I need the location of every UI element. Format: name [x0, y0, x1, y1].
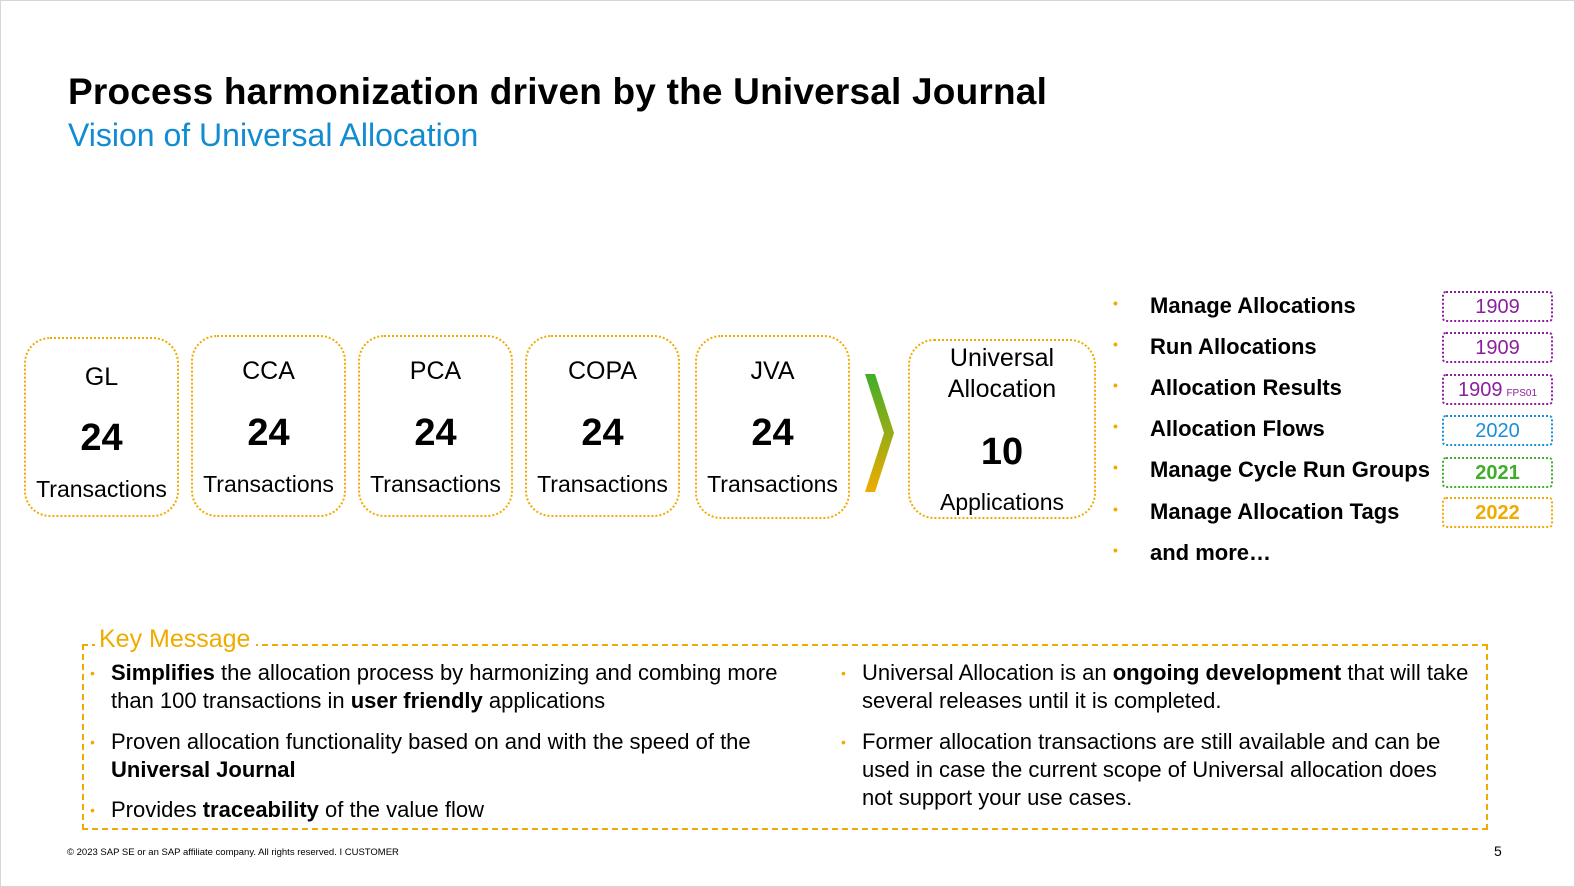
slide-subtitle: Vision of Universal Allocation	[68, 117, 479, 153]
key-point-bold: Universal Journal	[111, 757, 296, 782]
bullet-icon: •	[1113, 459, 1118, 475]
release-value: 2022	[1475, 502, 1520, 524]
release-badge: 2022	[1442, 497, 1553, 528]
bullet-icon: •	[841, 734, 846, 750]
bullet-icon: •	[1113, 377, 1118, 393]
universal-allocation-box: Universal Allocation 10 Applications	[908, 339, 1096, 519]
app-item-manage-allocation-tags: • Manage Allocation Tags	[1113, 499, 1443, 529]
ua-unit: Applications	[939, 489, 1065, 515]
box-copa: COPA 24 Transactions	[525, 335, 680, 517]
box-label: CCA	[242, 357, 295, 385]
app-item-run-allocations: • Run Allocations	[1113, 334, 1443, 364]
bullet-icon: •	[1113, 501, 1118, 517]
bullet-icon: •	[1113, 418, 1118, 434]
app-item-allocation-results: • Allocation Results	[1113, 375, 1443, 405]
app-name: Manage Cycle Run Groups	[1150, 457, 1430, 482]
bullet-icon: •	[90, 734, 95, 750]
release-sub: FPS01	[1506, 388, 1538, 399]
key-point-text: Proven allocation functionality based on…	[111, 729, 751, 754]
box-gl: GL 24 Transactions	[24, 337, 179, 517]
release-badge: 1909	[1442, 291, 1553, 322]
bullet-icon: •	[841, 665, 846, 681]
bullet-icon: •	[90, 665, 95, 681]
box-count: 24	[80, 417, 123, 459]
app-item-manage-allocations: • Manage Allocations	[1113, 293, 1443, 323]
ua-count: 10	[980, 431, 1024, 473]
app-name: Manage Allocation Tags	[1150, 499, 1400, 524]
box-unit: Transactions	[36, 476, 167, 502]
app-name: Run Allocations	[1150, 334, 1317, 359]
release-value: 2021	[1475, 462, 1520, 484]
box-label: JVA	[750, 357, 795, 385]
release-value: 2020	[1475, 420, 1520, 442]
key-point-bold: ongoing development	[1112, 660, 1342, 685]
release-badge: 2020	[1442, 415, 1553, 446]
app-name: Allocation Flows	[1150, 416, 1325, 441]
chevron-right-icon	[865, 374, 894, 492]
release-value: 1909	[1457, 379, 1503, 401]
key-point-text: Universal Allocation is an	[862, 660, 1113, 685]
ua-label-line1: Universal	[949, 344, 1055, 372]
key-point-text: of the value flow	[318, 797, 484, 822]
key-point-text: applications	[482, 688, 606, 713]
app-item-allocation-flows: • Allocation Flows	[1113, 416, 1443, 446]
box-count: 24	[414, 412, 457, 454]
bullet-icon: •	[1113, 336, 1118, 352]
key-point: • Simplifies the allocation process by h…	[90, 659, 801, 715]
key-point: • Former allocation transactions are sti…	[841, 728, 1472, 812]
app-item-manage-cycle-run-groups: • Manage Cycle Run Groups	[1113, 457, 1443, 487]
box-count: 24	[247, 412, 290, 454]
box-cca: CCA 24 Transactions	[191, 335, 346, 517]
key-point-text: Former allocation transactions are still…	[862, 729, 1441, 810]
box-unit: Transactions	[370, 471, 501, 497]
key-point: • Proven allocation functionality based …	[90, 728, 801, 784]
key-message-box	[82, 644, 1488, 830]
page-number: 5	[1494, 843, 1502, 859]
box-label: COPA	[568, 357, 637, 385]
key-point: • Universal Allocation is an ongoing dev…	[841, 659, 1472, 715]
key-point-text: the allocation process by harmonizing an…	[111, 660, 778, 713]
bullet-icon: •	[1113, 295, 1118, 311]
box-pca: PCA 24 Transactions	[358, 335, 513, 517]
box-jva: JVA 24 Transactions	[695, 335, 850, 519]
release-badge: 1909 FPS01	[1442, 374, 1553, 405]
box-unit: Transactions	[537, 471, 668, 497]
ua-label-line2: Allocation	[947, 375, 1057, 403]
key-point-text: Provides	[111, 797, 203, 822]
box-unit: Transactions	[203, 471, 334, 497]
release-badge: 1909	[1442, 332, 1553, 363]
app-name: and more…	[1150, 540, 1272, 565]
app-item-and-more: • and more…	[1113, 540, 1443, 570]
box-label: GL	[84, 363, 119, 391]
bullet-icon: •	[1113, 542, 1118, 558]
release-badge: 2021	[1442, 457, 1553, 488]
box-label: PCA	[409, 357, 462, 385]
key-point-bold: traceability	[202, 797, 319, 822]
app-name: Manage Allocations	[1150, 293, 1356, 318]
release-value: 1909	[1475, 296, 1520, 318]
box-count: 24	[581, 412, 624, 454]
key-point-bold: Simplifies	[111, 660, 215, 685]
slide-title: Process harmonization driven by the Univ…	[68, 71, 1048, 112]
key-point-text: that will take several releases until it…	[862, 660, 1469, 713]
key-point-bold: user friendly	[350, 688, 483, 713]
key-point: • Provides traceability of the value flo…	[90, 796, 801, 824]
app-name: Allocation Results	[1150, 375, 1342, 400]
key-message-title: Key Message	[95, 625, 257, 654]
release-value: 1909	[1475, 337, 1520, 359]
box-count: 24	[751, 412, 794, 454]
box-unit: Transactions	[707, 471, 838, 497]
bullet-icon: •	[90, 802, 95, 818]
footer-copyright: © 2023 SAP SE or an SAP affiliate compan…	[67, 847, 399, 858]
